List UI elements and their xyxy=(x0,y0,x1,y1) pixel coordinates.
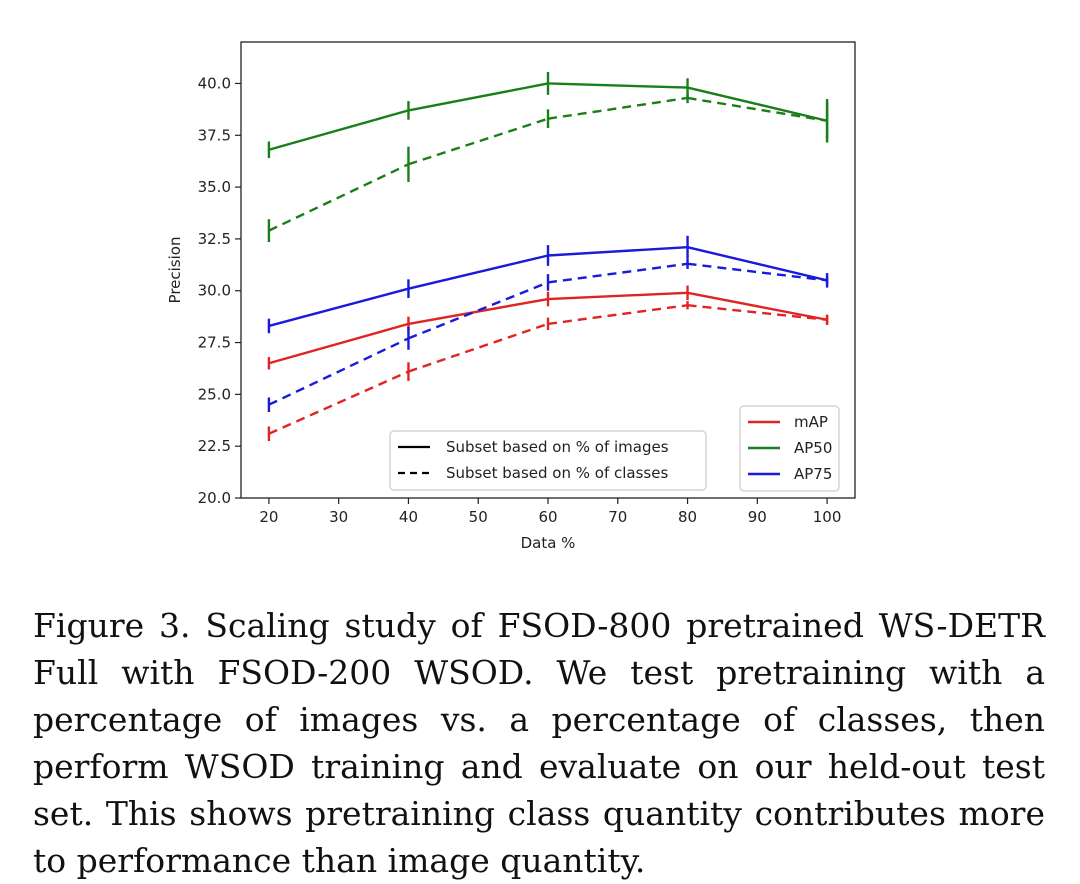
x-tick-label: 70 xyxy=(608,508,627,526)
y-axis-label: Precision xyxy=(166,237,184,304)
series-segment xyxy=(268,163,409,232)
legend-metric: mAP AP50 AP75 xyxy=(739,405,840,492)
y-axis: 20.0 22.5 25.0 27.5 30.0 32.5 35.0 37.5 40.0 xyxy=(198,74,241,507)
series-map-dashed xyxy=(267,301,829,441)
series-ap50-dashed xyxy=(267,92,829,243)
x-axis-label: Data % xyxy=(521,534,576,552)
series-layer xyxy=(267,72,829,441)
legend-linestyle: Subset based on % of images Subset based … xyxy=(389,430,707,491)
series-ap75-solid xyxy=(267,235,829,334)
x-tick-label: 90 xyxy=(748,508,767,526)
series-segment xyxy=(687,262,828,282)
series-segment xyxy=(547,304,688,326)
series-segment xyxy=(268,370,409,435)
y-tick-label: 40.0 xyxy=(198,74,231,92)
legend-label: Subset based on % of images xyxy=(446,438,669,456)
series-segment xyxy=(408,322,549,373)
series-segment xyxy=(268,322,409,365)
series-segment xyxy=(687,96,828,122)
series-segment xyxy=(268,287,409,328)
legend-linestyle-box xyxy=(389,430,707,491)
series-segment xyxy=(408,117,549,166)
figure-caption: Figure 3. Scaling study of FSOD-800 pret… xyxy=(33,606,1045,880)
x-tick-label: 40 xyxy=(399,508,418,526)
y-tick-label: 30.0 xyxy=(198,282,231,300)
legend-label: Subset based on % of classes xyxy=(446,464,668,482)
y-tick-label: 20.0 xyxy=(198,489,231,507)
series-segment xyxy=(687,304,828,321)
x-tick-label: 50 xyxy=(469,508,488,526)
series-segment xyxy=(547,262,688,284)
y-tick-label: 22.5 xyxy=(198,437,231,455)
series-segment xyxy=(268,337,409,406)
x-tick-label: 80 xyxy=(678,508,697,526)
legend-label: AP75 xyxy=(794,465,832,483)
series-segment xyxy=(408,281,549,340)
y-tick-label: 35.0 xyxy=(198,178,231,196)
series-segment xyxy=(687,246,828,282)
y-tick-label: 32.5 xyxy=(198,230,231,248)
series-segment xyxy=(547,96,688,120)
series-ap75-dashed xyxy=(267,258,829,412)
series-segment xyxy=(408,297,549,326)
x-tick-label: 60 xyxy=(538,508,557,526)
x-tick-label: 30 xyxy=(329,508,348,526)
y-tick-label: 37.5 xyxy=(198,126,231,144)
precision-line-chart: 20 30 40 50 60 70 80 90 100 20.0 22.5 25.0 27.5 30.0… xyxy=(166,41,856,552)
series-segment xyxy=(408,82,549,112)
series-segment xyxy=(687,291,828,321)
x-tick-label: 20 xyxy=(259,508,278,526)
series-segment xyxy=(547,82,688,89)
legend-label: AP50 xyxy=(794,439,832,457)
series-segment xyxy=(547,246,688,257)
legend-metric-box xyxy=(739,405,840,492)
y-tick-label: 27.5 xyxy=(198,334,231,352)
series-segment xyxy=(268,109,409,151)
y-tick-label: 25.0 xyxy=(198,385,231,403)
x-axis: 20 30 40 50 60 70 80 90 100 xyxy=(259,498,841,526)
series-segment xyxy=(408,254,549,290)
series-segment xyxy=(687,86,828,122)
series-map-solid xyxy=(267,285,829,370)
series-segment xyxy=(547,291,688,301)
x-tick-label: 100 xyxy=(813,508,842,526)
legend-label: mAP xyxy=(794,413,828,431)
